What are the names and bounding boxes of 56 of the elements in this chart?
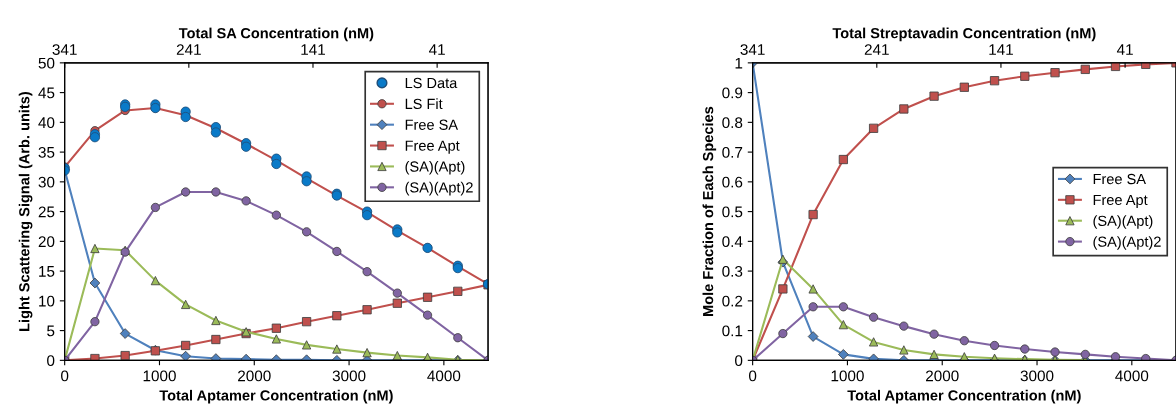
x2-tick-label: 141 bbox=[301, 44, 325, 55]
y-tick-label: 0.7 bbox=[722, 146, 743, 158]
y-tick-label: 10 bbox=[39, 295, 55, 307]
y-tick-label: 50 bbox=[38, 57, 55, 69]
x-tick-label: 2000 bbox=[926, 370, 959, 382]
legend-label: Free SA bbox=[405, 119, 459, 130]
y-tick-label: 0.1 bbox=[722, 325, 743, 337]
x-tick-label: 4000 bbox=[1115, 370, 1149, 382]
y-tick-label: 0 bbox=[47, 355, 55, 367]
y-tick-label: 15 bbox=[39, 266, 55, 277]
y-tick-label: 25 bbox=[38, 206, 55, 218]
x-tick-label: 0 bbox=[61, 370, 69, 382]
y-tick-label: 0.3 bbox=[722, 265, 743, 277]
legend-label: (SA)(Apt) bbox=[1093, 215, 1153, 229]
x-tick-label: 3000 bbox=[1020, 370, 1054, 382]
legend-label: LS Data bbox=[405, 77, 458, 89]
y-tick-label: 20 bbox=[38, 236, 55, 248]
y-axis-title: Light Scattering Signal (Arb. units) bbox=[18, 92, 33, 331]
x2-tick-label: 341 bbox=[52, 44, 77, 55]
x2-tick-label: 241 bbox=[176, 44, 201, 55]
y-tick-label: 45 bbox=[38, 87, 55, 99]
x-tick-label: 4000 bbox=[427, 370, 461, 382]
x2-tick-label: 41 bbox=[428, 44, 445, 55]
y-tick-label: 1 bbox=[735, 57, 743, 69]
y-tick-label: 0.8 bbox=[722, 117, 743, 129]
x-tick-label: 0 bbox=[748, 370, 757, 382]
legend-label: (SA)(Apt) bbox=[405, 160, 465, 175]
y-tick-label: 5 bbox=[47, 325, 55, 337]
y-axis-title: Mole Fraction of Each Species bbox=[702, 106, 717, 316]
x-axis-title: Total Aptamer Concentration (nM) bbox=[159, 389, 393, 404]
y-tick-label: 0.9 bbox=[722, 87, 743, 99]
y-tick-label: 0.6 bbox=[722, 176, 743, 188]
x-tick-label: 3000 bbox=[332, 370, 366, 382]
legend-label: LS Fit bbox=[405, 98, 443, 110]
y-tick-label: 0.2 bbox=[722, 295, 743, 307]
y-tick-label: 0 bbox=[735, 355, 743, 367]
x-tick-label: 1000 bbox=[831, 370, 864, 382]
y-tick-label: 35 bbox=[38, 146, 55, 158]
x-axis-title: Total Aptamer Concentration (nM) bbox=[847, 389, 1081, 404]
y-tick-label: 30 bbox=[38, 176, 55, 188]
legend-label: (SA)(Apt)2 bbox=[405, 181, 473, 196]
y-tick-label: 0.4 bbox=[722, 236, 743, 248]
legend-label: Free Apt bbox=[405, 140, 460, 154]
legend-label: (SA)(Apt)2 bbox=[1093, 236, 1161, 250]
x2-tick-label: 341 bbox=[740, 44, 765, 55]
x-tick-label: 2000 bbox=[238, 370, 271, 382]
x2-tick-label: 41 bbox=[1116, 44, 1133, 55]
x2-tick-label: 141 bbox=[989, 44, 1013, 55]
x2-axis-title: Total SA Concentration (nM) bbox=[178, 27, 374, 42]
x-tick-label: 1000 bbox=[143, 370, 176, 382]
legend-label: Free Apt bbox=[1093, 194, 1148, 208]
y-tick-label: 40 bbox=[38, 117, 55, 129]
legend-label: Free SA bbox=[1093, 173, 1146, 185]
y-tick-label: 0.5 bbox=[722, 206, 743, 218]
x2-axis-title: Total Streptavadin Concentration (nM) bbox=[832, 27, 1096, 42]
x2-tick-label: 241 bbox=[864, 44, 889, 55]
